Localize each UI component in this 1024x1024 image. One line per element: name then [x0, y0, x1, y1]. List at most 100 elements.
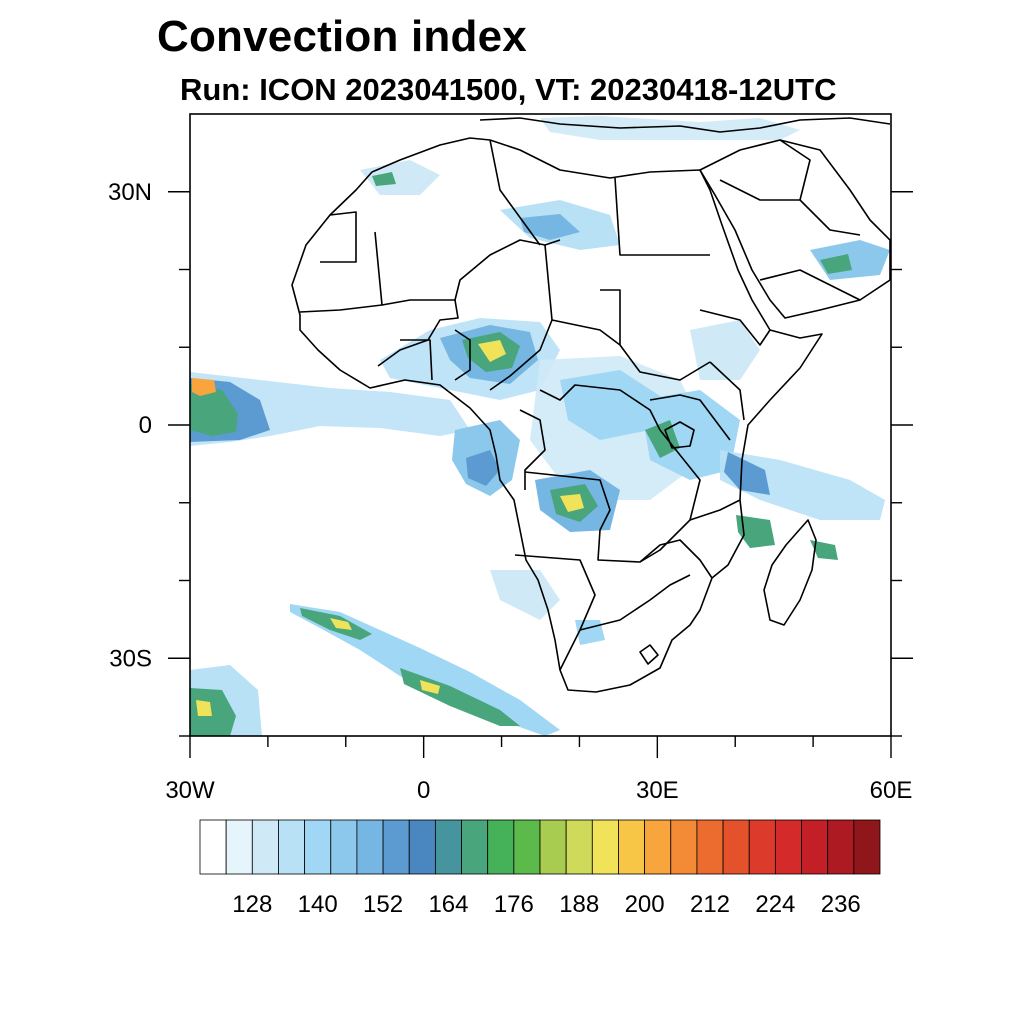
- field-patch: [645, 420, 680, 458]
- colorbar-tick-label: 224: [755, 891, 795, 918]
- country-border: [519, 409, 546, 490]
- country-border: [299, 231, 383, 313]
- lon-tick-label: 30W: [165, 777, 215, 804]
- axis-ticks: [168, 191, 913, 758]
- country-border: [539, 384, 661, 431]
- field-patch: [400, 668, 520, 726]
- country-border: [649, 394, 731, 441]
- colorbar-swatch: [644, 819, 672, 875]
- country-border: [377, 299, 459, 367]
- colorbar-swatch: [330, 819, 358, 875]
- chart-title: Convection index: [157, 12, 527, 61]
- colorbar-swatch: [434, 819, 462, 875]
- colorbar-swatch: [591, 819, 619, 875]
- country-border: [709, 361, 745, 421]
- colorbar-swatch: [251, 819, 279, 875]
- arabia-coastline: [699, 139, 891, 319]
- colorbar-tick-label: 128: [232, 891, 272, 918]
- coastlines-borders: [291, 117, 891, 693]
- field-patch: [190, 384, 238, 436]
- field-patch: [820, 254, 852, 274]
- country-border: [600, 289, 621, 345]
- field-patch: [196, 700, 212, 716]
- colorbar-swatch: [199, 819, 227, 875]
- country-border: [699, 309, 771, 346]
- field-patch: [560, 370, 660, 440]
- lat-tick-label: 30S: [109, 645, 152, 672]
- field-patch: [372, 172, 396, 186]
- colorbar-swatch: [670, 819, 698, 875]
- country-border: [779, 139, 811, 201]
- convection-field: [190, 116, 890, 736]
- colorbar-tick-label: 152: [363, 891, 403, 918]
- field-patch: [736, 515, 775, 548]
- chart-subtitle: Run: ICON 2023041500, VT: 20230418-12UTC: [180, 72, 837, 107]
- field-patch: [192, 378, 216, 396]
- country-border: [639, 539, 713, 579]
- lesotho-border: [639, 644, 659, 665]
- country-border: [400, 339, 433, 381]
- madagascar-coastline: [763, 519, 817, 626]
- field-patch: [190, 688, 236, 736]
- colorbar-tick-label: 236: [821, 891, 861, 918]
- colorbar-swatch: [827, 819, 855, 875]
- field-patch: [810, 540, 838, 560]
- field-patch: [360, 160, 440, 195]
- colorbar-swatch: [853, 819, 881, 875]
- country-border: [614, 177, 710, 256]
- field-patch: [640, 390, 740, 480]
- colorbar-tick-label: 188: [559, 891, 599, 918]
- colorbar-swatch: [225, 819, 253, 875]
- field-patch: [420, 680, 440, 694]
- colorbar-swatch: [356, 819, 384, 875]
- colorbar: 128 140 152 164 176 188 200 212 224 236: [199, 819, 881, 918]
- colorbar-swatch: [801, 819, 829, 875]
- colorbar-swatch: [513, 819, 541, 875]
- country-border: [759, 269, 861, 301]
- field-patch: [560, 494, 584, 512]
- country-border: [381, 239, 561, 306]
- country-border: [454, 329, 471, 381]
- country-border: [719, 179, 861, 236]
- colorbar-swatch: [461, 819, 489, 875]
- colorbar-tick-label: 200: [625, 891, 665, 918]
- axis-labels: 30W 0 30E 60E 30N 0 30S: [108, 179, 912, 804]
- country-border: [489, 244, 553, 391]
- colorbar-swatch: [748, 819, 776, 875]
- country-border: [551, 319, 711, 381]
- colorbar-swatch: [618, 819, 646, 875]
- colorbar-swatch: [304, 819, 332, 875]
- field-patch: [690, 320, 760, 380]
- colorbar-swatch: [539, 819, 567, 875]
- colorbar-tick-label: 140: [298, 891, 338, 918]
- field-patch: [720, 450, 885, 520]
- field-patch: [478, 340, 506, 362]
- colorbar-swatch: [487, 819, 515, 875]
- colorbar-tick-label: 212: [690, 891, 730, 918]
- field-patch: [724, 452, 770, 495]
- colorbar-swatch: [722, 819, 750, 875]
- colorbar-swatch: [696, 819, 724, 875]
- lon-tick-label: 30E: [636, 777, 679, 804]
- field-patch: [540, 116, 800, 140]
- colorbar-swatch: [774, 819, 802, 875]
- lake-victoria: [664, 421, 695, 449]
- colorbar-swatch: [408, 819, 436, 875]
- field-patch: [330, 618, 352, 630]
- mediterranean-coast: [479, 117, 891, 133]
- lat-tick-label: 0: [139, 412, 152, 439]
- colorbar-tick-label: 164: [428, 891, 468, 918]
- country-border: [489, 139, 541, 246]
- field-patch: [466, 450, 500, 486]
- lon-tick-label: 60E: [870, 777, 913, 804]
- field-patch: [520, 214, 580, 240]
- lat-tick-label: 30N: [108, 179, 152, 206]
- colorbar-swatch: [382, 819, 410, 875]
- field-patch: [490, 570, 560, 620]
- country-border: [320, 211, 357, 263]
- colorbar-tick-label: 176: [494, 891, 534, 918]
- colorbar-swatch: [565, 819, 593, 875]
- country-border: [579, 574, 691, 631]
- country-border: [514, 554, 596, 671]
